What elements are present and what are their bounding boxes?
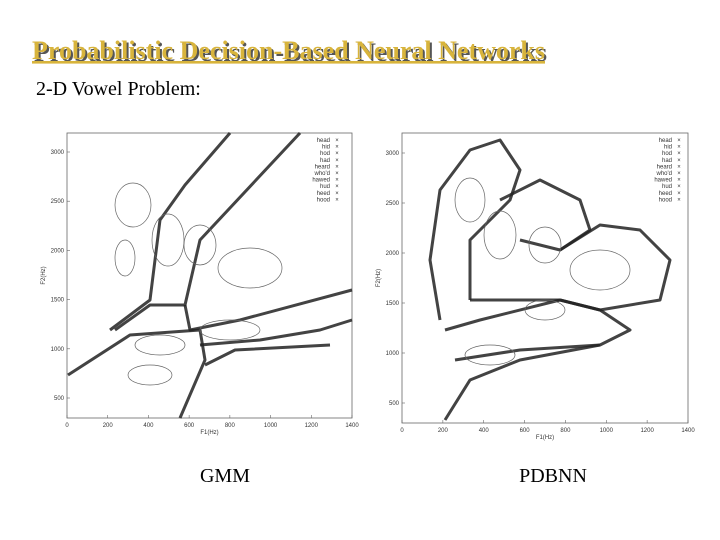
legend-label: hood	[317, 197, 330, 203]
legend-label: who'd	[656, 171, 673, 177]
y-tick-label: 2000	[386, 251, 400, 257]
x-tick-label: 800	[560, 428, 571, 434]
x-tick-label: 1400	[345, 423, 359, 429]
legend-marker: ×	[335, 151, 339, 157]
x-tick-label: 1200	[640, 428, 654, 434]
legend-marker: ×	[677, 171, 681, 177]
pdbnn-boundaries	[401, 132, 689, 424]
title-shadow: Probabilistic Decision-Based Neural Netw…	[34, 38, 547, 67]
legend-label: hod	[662, 151, 672, 157]
plot-frame	[401, 132, 689, 424]
legend-label: head	[659, 138, 672, 144]
legend-marker: ×	[677, 145, 681, 151]
y-tick-label: 3000	[386, 151, 400, 157]
y-axis-label: F2(Hz)	[376, 269, 382, 287]
legend-marker: ×	[677, 184, 681, 190]
y-tick-label: 500	[389, 401, 400, 407]
y-axis-label: F2(Hz)	[41, 266, 47, 284]
x-tick-label: 200	[103, 423, 114, 429]
legend-label: hid	[664, 145, 672, 151]
x-tick-label: 0	[65, 423, 69, 429]
y-tick-label: 2500	[386, 201, 400, 207]
legend-marker: ×	[677, 158, 681, 164]
x-tick-label: 200	[438, 428, 449, 434]
legend-marker: ×	[335, 191, 339, 197]
x-tick-label: 400	[479, 428, 490, 434]
plot-frame	[66, 132, 353, 419]
x-tick-label: 600	[184, 423, 195, 429]
legend-marker: ×	[677, 138, 681, 144]
x-tick-label: 400	[143, 423, 154, 429]
legend-label: had	[320, 158, 330, 164]
x-axis-label: F1(Hz)	[536, 435, 554, 441]
x-tick-label: 600	[520, 428, 531, 434]
legend-label: hood	[659, 197, 672, 203]
legend-marker: ×	[335, 158, 339, 164]
legend-marker: ×	[335, 138, 339, 144]
legend-marker: ×	[677, 164, 681, 170]
legend-label: heard	[657, 164, 672, 170]
gmm-boundaries	[66, 131, 353, 419]
legend-label: hawed	[312, 178, 330, 184]
y-tick-label: 1000	[51, 347, 65, 353]
legend-marker: ×	[335, 164, 339, 170]
subtitle: 2-D Vowel Problem:	[36, 78, 201, 100]
y-tick-label: 2000	[51, 248, 65, 254]
x-tick-label: 1200	[305, 423, 319, 429]
legend-marker: ×	[335, 197, 339, 203]
x-tick-label: 0	[400, 428, 404, 434]
y-tick-label: 1500	[51, 298, 65, 304]
legend-label: hud	[662, 184, 672, 190]
y-tick-label: 2500	[51, 199, 65, 205]
y-tick-label: 1500	[386, 301, 400, 307]
legend-label: head	[317, 138, 330, 144]
legend-label: who'd	[314, 171, 331, 177]
legend-marker: ×	[677, 197, 681, 203]
y-tick-label: 500	[54, 396, 65, 402]
y-tick-label: 3000	[51, 150, 65, 156]
legend-label: heed	[659, 191, 672, 197]
legend-label: hud	[320, 184, 330, 190]
x-tick-label: 1000	[600, 428, 614, 434]
legend-marker: ×	[335, 178, 339, 184]
figure-caption: PDBNN	[519, 465, 587, 487]
legend-label: heed	[317, 191, 330, 197]
x-tick-label: 1400	[681, 428, 695, 434]
legend-marker: ×	[677, 178, 681, 184]
y-tick-label: 1000	[386, 351, 400, 357]
legend-marker: ×	[677, 191, 681, 197]
x-axis-label: F1(Hz)	[200, 430, 218, 436]
legend-label: hod	[320, 151, 330, 157]
legend-marker: ×	[335, 145, 339, 151]
x-tick-label: 800	[225, 423, 236, 429]
figure-caption: GMM	[200, 465, 250, 487]
legend-label: had	[662, 158, 672, 164]
legend-marker: ×	[335, 184, 339, 190]
legend-label: hid	[322, 145, 330, 151]
legend-label: hawed	[654, 178, 672, 184]
legend-marker: ×	[335, 171, 339, 177]
legend-label: heard	[315, 164, 330, 170]
legend-marker: ×	[677, 151, 681, 157]
x-tick-label: 1000	[264, 423, 278, 429]
title: Probabilistic Decision-Based Neural Netw…	[32, 36, 545, 65]
